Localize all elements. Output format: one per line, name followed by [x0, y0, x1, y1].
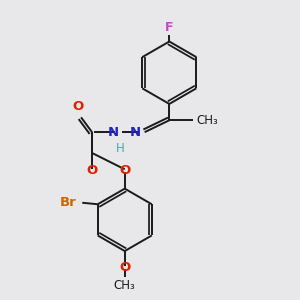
Text: N: N [108, 126, 119, 139]
Text: O: O [86, 164, 98, 177]
Text: F: F [165, 21, 174, 34]
Text: CH₃: CH₃ [196, 114, 218, 127]
Text: O: O [119, 261, 130, 274]
Text: O: O [119, 164, 130, 177]
Text: O: O [72, 100, 84, 113]
Text: N: N [130, 126, 141, 139]
Text: Br: Br [60, 196, 77, 209]
Text: CH₃: CH₃ [114, 279, 136, 292]
Text: H: H [116, 142, 125, 155]
